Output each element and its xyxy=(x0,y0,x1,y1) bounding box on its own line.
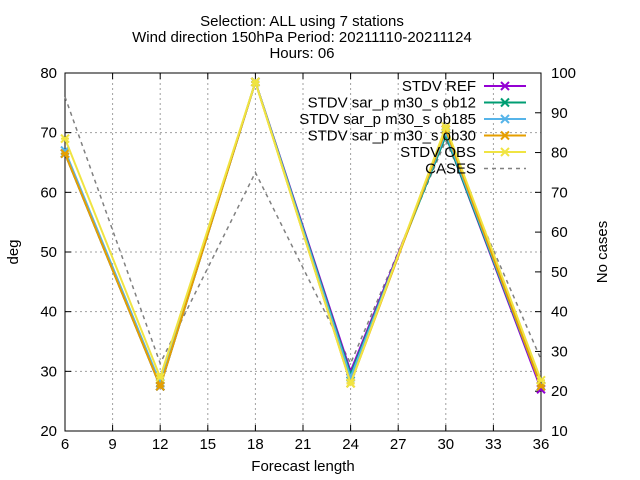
y2-axis-label: No cases xyxy=(594,221,611,284)
y-tick-label: 80 xyxy=(40,65,57,82)
y-tick-label: 30 xyxy=(40,363,57,380)
legend-item: STDV REF xyxy=(402,78,526,95)
data-point xyxy=(250,77,261,87)
y-tick-label: 50 xyxy=(40,244,57,261)
y2-tick-label: 50 xyxy=(551,264,568,281)
x-axis-label: Forecast length xyxy=(251,458,354,475)
legend-label: STDV sar_p m30_s ob12 xyxy=(308,95,476,112)
legend-label: STDV REF xyxy=(402,78,476,95)
x-axis-ticks: 6 9 12 15 18 21 24 27 30 33 36 xyxy=(61,73,550,453)
x-tick-label: 24 xyxy=(342,436,359,453)
y2-tick-label: 60 xyxy=(551,224,568,241)
data-point xyxy=(60,133,70,144)
y2-tick-label: 90 xyxy=(551,105,568,122)
x-tick-label: 21 xyxy=(295,436,312,453)
series-5 xyxy=(64,96,542,366)
y-tick-label: 70 xyxy=(40,125,57,142)
data-point xyxy=(441,121,451,132)
x-tick-label: 9 xyxy=(108,436,116,453)
x-tick-label: 33 xyxy=(485,436,502,453)
title-line-1: Selection: ALL using 7 stations xyxy=(200,13,404,30)
y2-tick-label: 80 xyxy=(551,145,568,162)
x-tick-label: 30 xyxy=(437,436,454,453)
legend-marker xyxy=(500,147,510,157)
y2-tick-label: 10 xyxy=(551,423,568,440)
chart-title: Selection: ALL using 7 stations Wind dir… xyxy=(132,13,472,62)
y2-tick-label: 20 xyxy=(551,383,568,400)
y-tick-label: 40 xyxy=(40,304,57,321)
legend-marker xyxy=(500,81,510,91)
data-point xyxy=(345,378,356,388)
legend-item: STDV sar_p m30_s ob30 xyxy=(308,128,526,145)
series-line xyxy=(64,78,542,387)
y-axis-ticks: 20 30 40 50 60 70 80 xyxy=(40,65,71,440)
x-tick-label: 18 xyxy=(247,436,264,453)
legend-label: STDV sar_p m30_s ob185 xyxy=(299,111,476,128)
y2-tick-label: 70 xyxy=(551,184,568,201)
y2-axis-ticks: 10 20 30 40 50 60 70 80 90 100 xyxy=(535,65,576,440)
y2-tick-label: 40 xyxy=(551,304,568,321)
y-axis-label: deg xyxy=(5,239,22,264)
legend-label: CASES xyxy=(425,161,476,178)
data-point xyxy=(155,372,165,383)
legend-item: CASES xyxy=(425,161,526,178)
legend-label: STDV sar_p m30_s ob30 xyxy=(308,128,476,145)
x-tick-label: 15 xyxy=(199,436,216,453)
legend-item: STDV sar_p m30_s ob12 xyxy=(308,95,526,112)
x-tick-label: 27 xyxy=(390,436,407,453)
legend-item: STDV OBS xyxy=(400,144,526,161)
legend-label: STDV OBS xyxy=(400,144,476,161)
title-line-2: Wind direction 150hPa Period: 20211110-2… xyxy=(132,29,472,46)
x-tick-label: 36 xyxy=(533,436,550,453)
legend-item: STDV sar_p m30_s ob185 xyxy=(299,111,526,128)
data-point xyxy=(60,148,70,159)
legend-marker xyxy=(500,130,510,141)
x-tick-label: 6 xyxy=(61,436,69,453)
data-point xyxy=(155,381,165,391)
data-point xyxy=(536,375,546,385)
grid xyxy=(65,73,541,431)
y2-tick-label: 100 xyxy=(551,65,576,82)
series-line xyxy=(64,96,542,366)
series-layer xyxy=(60,77,546,394)
title-line-3: Hours: 06 xyxy=(269,45,334,62)
series-4 xyxy=(60,77,546,388)
legend-marker xyxy=(500,114,510,124)
y-tick-label: 20 xyxy=(40,423,57,440)
y2-tick-label: 30 xyxy=(551,343,568,360)
legend-marker xyxy=(500,97,510,108)
y-tick-label: 60 xyxy=(40,184,57,201)
x-tick-label: 12 xyxy=(152,436,169,453)
